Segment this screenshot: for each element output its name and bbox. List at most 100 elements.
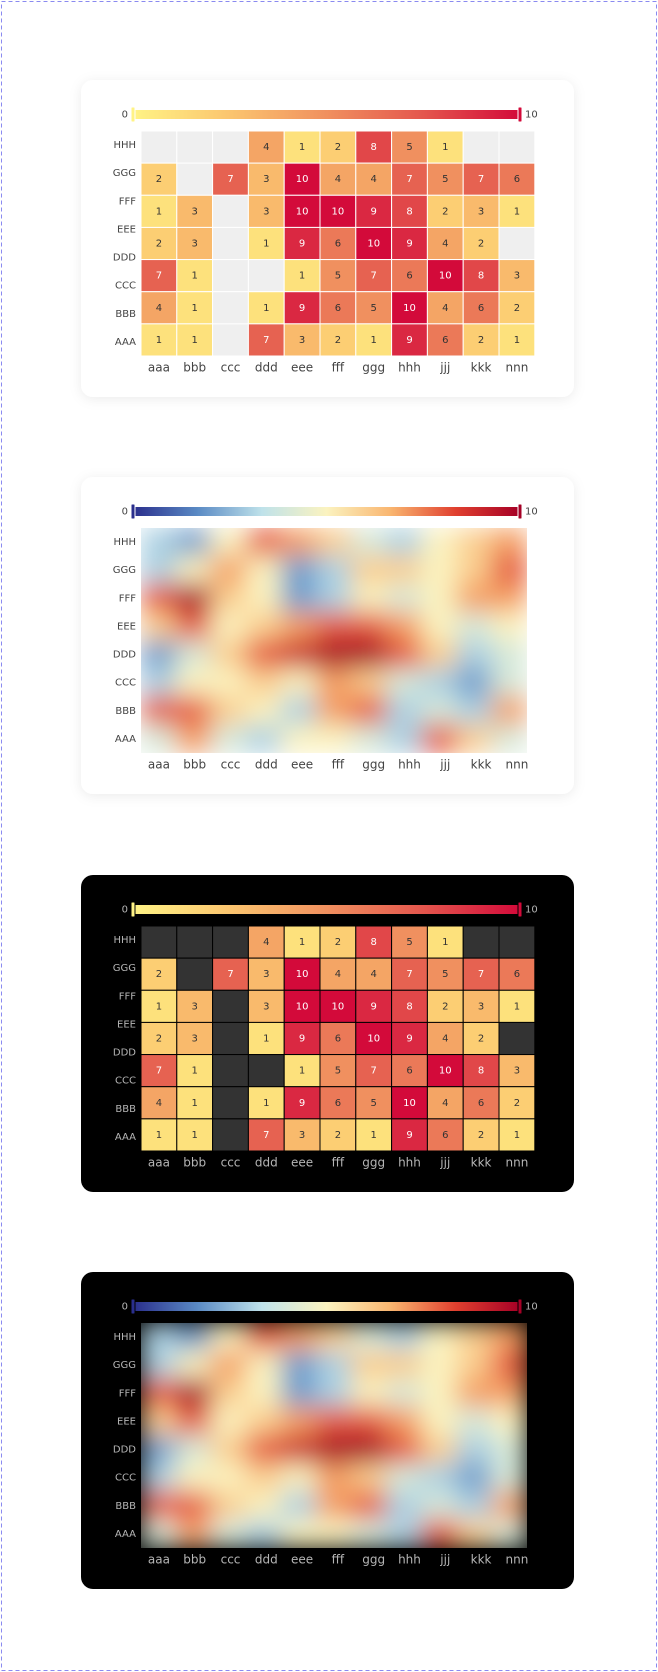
heat-cell <box>491 1491 527 1521</box>
empty-cell <box>212 1118 249 1152</box>
heat-cell <box>355 1118 393 1152</box>
heat-cell <box>315 555 353 585</box>
cell-label: 10 <box>403 303 416 314</box>
cell-label: 8 <box>371 937 377 948</box>
heat-cell <box>456 1519 493 1548</box>
heat-cell <box>210 668 247 698</box>
heat-cell <box>391 291 428 325</box>
heat-cell <box>462 957 500 991</box>
heat-cell <box>319 1021 357 1056</box>
heat-cell <box>426 130 464 164</box>
x-tick-label: ggg <box>362 1156 385 1170</box>
y-tick-label: HHH <box>113 935 136 946</box>
cell-label: 10 <box>332 206 345 217</box>
heat-cell <box>280 528 317 557</box>
heat-cell <box>498 323 536 357</box>
x-tick-label: ccc <box>221 758 241 772</box>
colorbar <box>133 905 520 914</box>
cell-label: 1 <box>299 1066 305 1077</box>
heat-cell <box>319 323 357 357</box>
heat-cell <box>175 555 212 585</box>
colorbar-end-marker <box>517 503 523 520</box>
chart: 0 10 aaa bbb ccc ddd eee fff ggg hhh jjj kkk nnn HHH G… <box>81 80 574 397</box>
heat-cell <box>319 226 357 261</box>
heat-cell <box>462 194 500 228</box>
chart: 0 10 aaa bbb ccc ddd eee fff ggg hhh jjj kkk nnn HHH G… <box>81 875 574 1192</box>
x-tick-label: hhh <box>398 361 421 375</box>
empty-cell <box>498 925 536 959</box>
heat-cell <box>456 1406 493 1436</box>
heat-cell <box>351 611 388 641</box>
heat-cell <box>355 1021 393 1056</box>
cell-label: 1 <box>514 335 520 346</box>
heat-cell <box>491 528 527 557</box>
heat-cell <box>247 162 285 196</box>
cell-label: 4 <box>371 174 377 185</box>
heat-cell <box>386 555 423 585</box>
cell-label: 2 <box>514 303 520 314</box>
empty-cell <box>140 925 178 959</box>
cell-label: 8 <box>406 206 412 217</box>
heat-cell <box>456 583 493 613</box>
heat-cell <box>491 1350 527 1380</box>
x-tick-label: ccc <box>221 1553 241 1567</box>
cell-label: 2 <box>478 239 484 250</box>
heat-cell <box>245 1406 282 1436</box>
colorbar-tick-label: 10 <box>525 507 538 518</box>
y-tick-label: GGG <box>113 963 136 974</box>
x-tick-label: nnn <box>505 1156 528 1170</box>
x-tick-label: hhh <box>398 1553 421 1567</box>
cell-label: 1 <box>514 1130 520 1141</box>
cell-label: 10 <box>296 206 309 217</box>
cell-label: 3 <box>299 335 305 346</box>
cell-label: 1 <box>371 1130 377 1141</box>
heat-cell <box>355 989 393 1023</box>
heat-surface <box>141 1323 527 1548</box>
cell-label: 9 <box>406 1130 412 1141</box>
heat-cell <box>175 1350 212 1380</box>
cell-label: 10 <box>403 1098 416 1109</box>
heat-cell <box>141 1435 177 1465</box>
cell-label: 7 <box>156 271 162 282</box>
cell-label: 6 <box>478 1098 484 1109</box>
heat-cell <box>421 555 458 585</box>
heat-cell <box>176 194 214 228</box>
y-tick-label: AAA <box>115 1529 136 1540</box>
heat-cell <box>280 1519 317 1548</box>
heat-cell <box>210 528 247 557</box>
y-tick-label: CCC <box>115 1076 136 1087</box>
empty-cell <box>212 194 249 228</box>
cell-label: 2 <box>335 142 341 153</box>
heat-cell <box>391 259 428 293</box>
heat-cell <box>315 583 353 613</box>
cell-label: 10 <box>332 1001 345 1012</box>
heat-cell <box>210 1350 247 1380</box>
cell-label: 3 <box>263 969 269 980</box>
heat-cell <box>176 226 214 261</box>
heat-cell <box>315 1350 353 1380</box>
cell-label: 5 <box>335 1066 341 1077</box>
heat-cell <box>491 611 527 641</box>
x-tick-label: eee <box>291 1156 313 1170</box>
heat-cell <box>386 1323 423 1352</box>
heat-cell <box>462 1118 500 1152</box>
x-tick-label: ddd <box>255 1156 278 1170</box>
heat-cell <box>421 1406 458 1436</box>
cell-label: 4 <box>335 969 341 980</box>
heat-cell <box>175 611 212 641</box>
cell-label: 2 <box>478 1130 484 1141</box>
heat-cell <box>210 696 247 726</box>
heat-cell <box>386 640 423 670</box>
heat-cell <box>456 1463 493 1493</box>
x-tick-label: ggg <box>362 361 385 375</box>
heat-cell <box>280 696 317 726</box>
heat-cell <box>462 291 500 325</box>
y-tick-label: FFF <box>119 991 137 1002</box>
x-tick-label: ddd <box>255 758 278 772</box>
heat-cell <box>498 291 536 325</box>
heat-cell <box>175 583 212 613</box>
heat-cell <box>141 696 177 726</box>
heat-cell <box>280 668 317 698</box>
cell-label: 1 <box>192 1130 198 1141</box>
